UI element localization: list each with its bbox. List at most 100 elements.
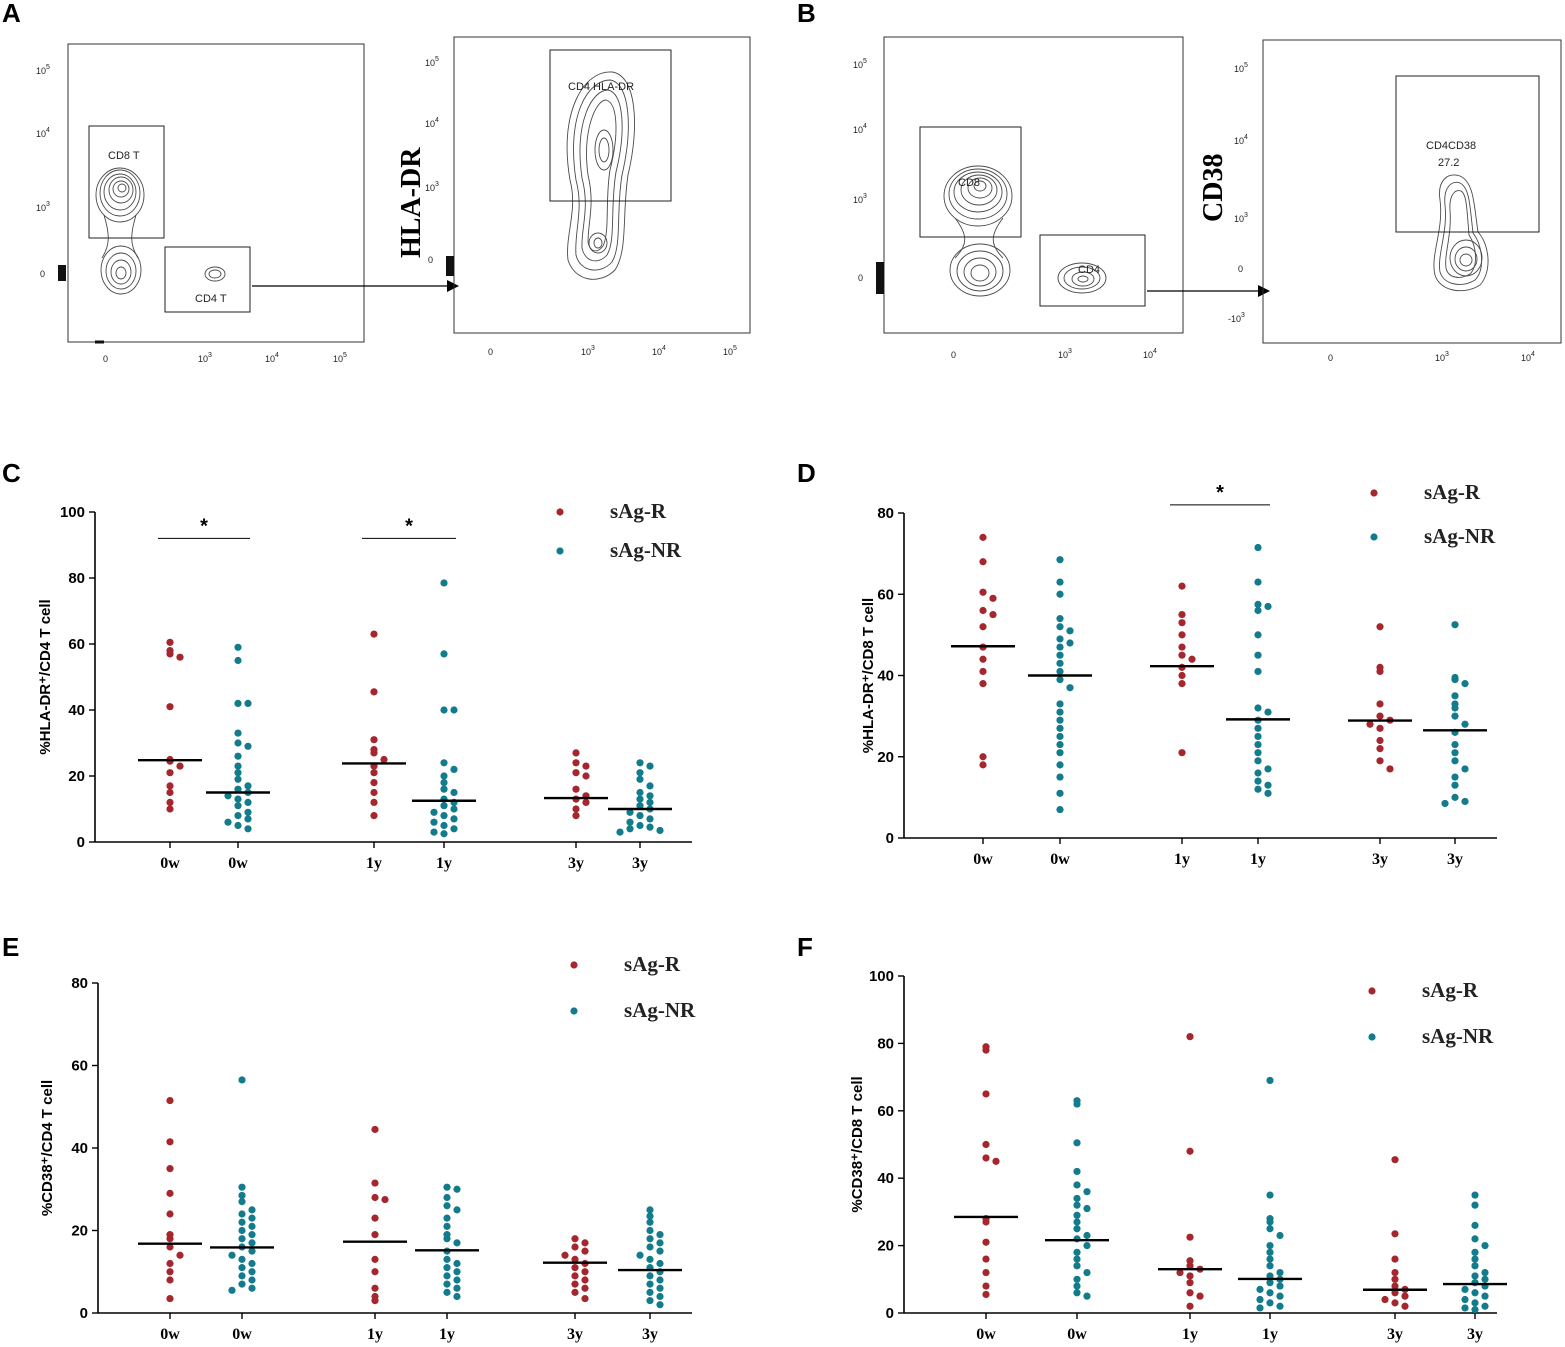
data-point-sag-nr <box>440 579 448 587</box>
data-point-sag-nr <box>1276 1302 1284 1310</box>
panel-label-b: B <box>797 0 816 28</box>
data-point-sag-r <box>371 1284 379 1292</box>
data-point-sag-nr <box>1276 1268 1284 1277</box>
data-point-sag-nr <box>430 818 438 826</box>
x-tick-label: 3y <box>568 855 584 872</box>
data-point-sag-nr <box>238 1191 246 1200</box>
data-point-sag-nr <box>234 643 242 651</box>
data-point-sag-nr <box>1451 749 1459 757</box>
y-tick-label: 0 <box>886 1305 894 1322</box>
y-tick: -103 <box>1228 312 1245 324</box>
data-point-sag-nr <box>238 1280 246 1288</box>
data-point-sag-nr <box>453 1268 461 1276</box>
data-point-sag-r <box>572 785 580 793</box>
data-point-sag-nr <box>1254 651 1262 659</box>
data-point-sag-nr <box>1266 1255 1274 1263</box>
legend-label-sag-nr: sAg-NR <box>1424 524 1496 548</box>
data-point-sag-nr <box>453 1259 461 1268</box>
data-point-sag-nr <box>1461 680 1469 688</box>
data-point-sag-nr <box>1481 1268 1489 1277</box>
data-point-sag-r <box>1196 1292 1204 1300</box>
data-point-sag-nr <box>244 825 252 833</box>
data-point-sag-r <box>371 1231 379 1239</box>
y-tick: 104 <box>425 117 439 129</box>
data-point-sag-r <box>1381 1295 1389 1304</box>
data-point-sag-r <box>571 1243 579 1251</box>
data-point-sag-nr <box>1056 773 1064 781</box>
data-point-sag-nr <box>1056 708 1064 716</box>
data-point-sag-nr <box>443 1235 451 1243</box>
gate-cd4-hla-dr <box>549 49 672 202</box>
data-point-sag-nr <box>430 808 438 816</box>
data-point-sag-r <box>166 1138 174 1146</box>
data-point-sag-nr <box>1451 773 1459 781</box>
data-point-sag-r <box>1186 1147 1194 1155</box>
data-point-sag-r <box>582 798 590 807</box>
data-point-sag-nr <box>626 818 634 826</box>
data-point-sag-nr <box>1276 1231 1284 1240</box>
x-tick-labels: 0 103 104 <box>1328 351 1535 363</box>
data-point-sag-r <box>166 1210 174 1218</box>
y-tick: 0 <box>858 273 863 283</box>
x-tick-label: 3y <box>642 1326 658 1343</box>
y-tick-label: 20 <box>877 749 894 766</box>
data-point-sag-nr <box>646 792 654 800</box>
y-tick-label: 0 <box>80 1305 88 1322</box>
significance-star: * <box>405 515 413 537</box>
data-point-sag-nr <box>440 759 448 767</box>
y-tick: 103 <box>1234 212 1248 224</box>
y-tick-label: 20 <box>877 1238 894 1255</box>
x-tick-label: 3y <box>632 855 648 872</box>
data-point-sag-r <box>1376 712 1384 720</box>
y-tick-labels: 105 104 103 0 -103 <box>1228 62 1248 324</box>
data-point-sag-nr <box>248 1259 256 1268</box>
data-point-sag-r <box>166 638 174 646</box>
data-point-sag-nr <box>1461 765 1469 773</box>
data-point-sag-nr <box>1073 1289 1081 1297</box>
data-point-sag-nr <box>1066 639 1074 647</box>
x-tick-label: 0w <box>1067 1326 1087 1343</box>
data-point-sag-nr <box>636 1251 644 1259</box>
legend-marker-sag-r <box>556 508 564 516</box>
data-point-sag-r <box>371 1179 379 1187</box>
data-point-sag-nr <box>636 795 644 803</box>
data-point-sag-r <box>1186 1033 1194 1041</box>
data-point-sag-nr <box>440 706 448 714</box>
x-tick: 103 <box>198 352 212 364</box>
data-point-sag-nr <box>1264 781 1272 789</box>
data-point-sag-nr <box>248 1231 256 1239</box>
data-point-sag-nr <box>1266 1248 1274 1256</box>
data-point-sag-nr <box>234 752 242 760</box>
data-point-sag-nr <box>450 765 458 774</box>
data-point-sag-nr <box>646 782 654 790</box>
data-point-sag-nr <box>1451 675 1459 684</box>
data-point-sag-nr <box>1056 651 1064 659</box>
data-point-sag-r <box>1376 736 1384 745</box>
x-tick: 104 <box>265 352 279 364</box>
y-axis-title-cd38: CD38 <box>1198 154 1229 222</box>
data-point-sag-nr <box>234 739 242 747</box>
data-point-sag-nr <box>440 830 448 838</box>
data-point-sag-nr <box>646 1280 654 1288</box>
data-point-sag-nr <box>1083 1268 1091 1277</box>
legend-label-sag-r: sAg-R <box>1424 480 1481 504</box>
legend-marker-sag-nr <box>556 547 564 555</box>
data-point-sag-nr <box>234 821 242 830</box>
data-point-sag-nr <box>1264 765 1272 773</box>
data-point-sag-nr <box>626 808 634 816</box>
data-point-sag-r <box>1401 1302 1409 1310</box>
data-point-sag-nr <box>1256 1295 1264 1304</box>
data-point-sag-r <box>166 1096 174 1105</box>
data-point-sag-nr <box>238 1235 246 1243</box>
data-point-sag-nr <box>1083 1231 1091 1240</box>
data-point-sag-nr <box>1056 667 1064 676</box>
data-point-sag-r <box>1391 1282 1399 1290</box>
data-point-sag-r <box>979 761 987 769</box>
data-point-sag-nr <box>646 1288 654 1296</box>
data-point-sag-r <box>1178 582 1186 590</box>
gate-label-cd4-hla-dr: CD4 HLA-DR <box>568 81 634 93</box>
x-tick-label: 3y <box>1467 1326 1483 1343</box>
data-point-sag-r <box>571 1264 579 1272</box>
data-point-sag-nr <box>443 1264 451 1272</box>
data-point-sag-r <box>1186 1279 1194 1287</box>
